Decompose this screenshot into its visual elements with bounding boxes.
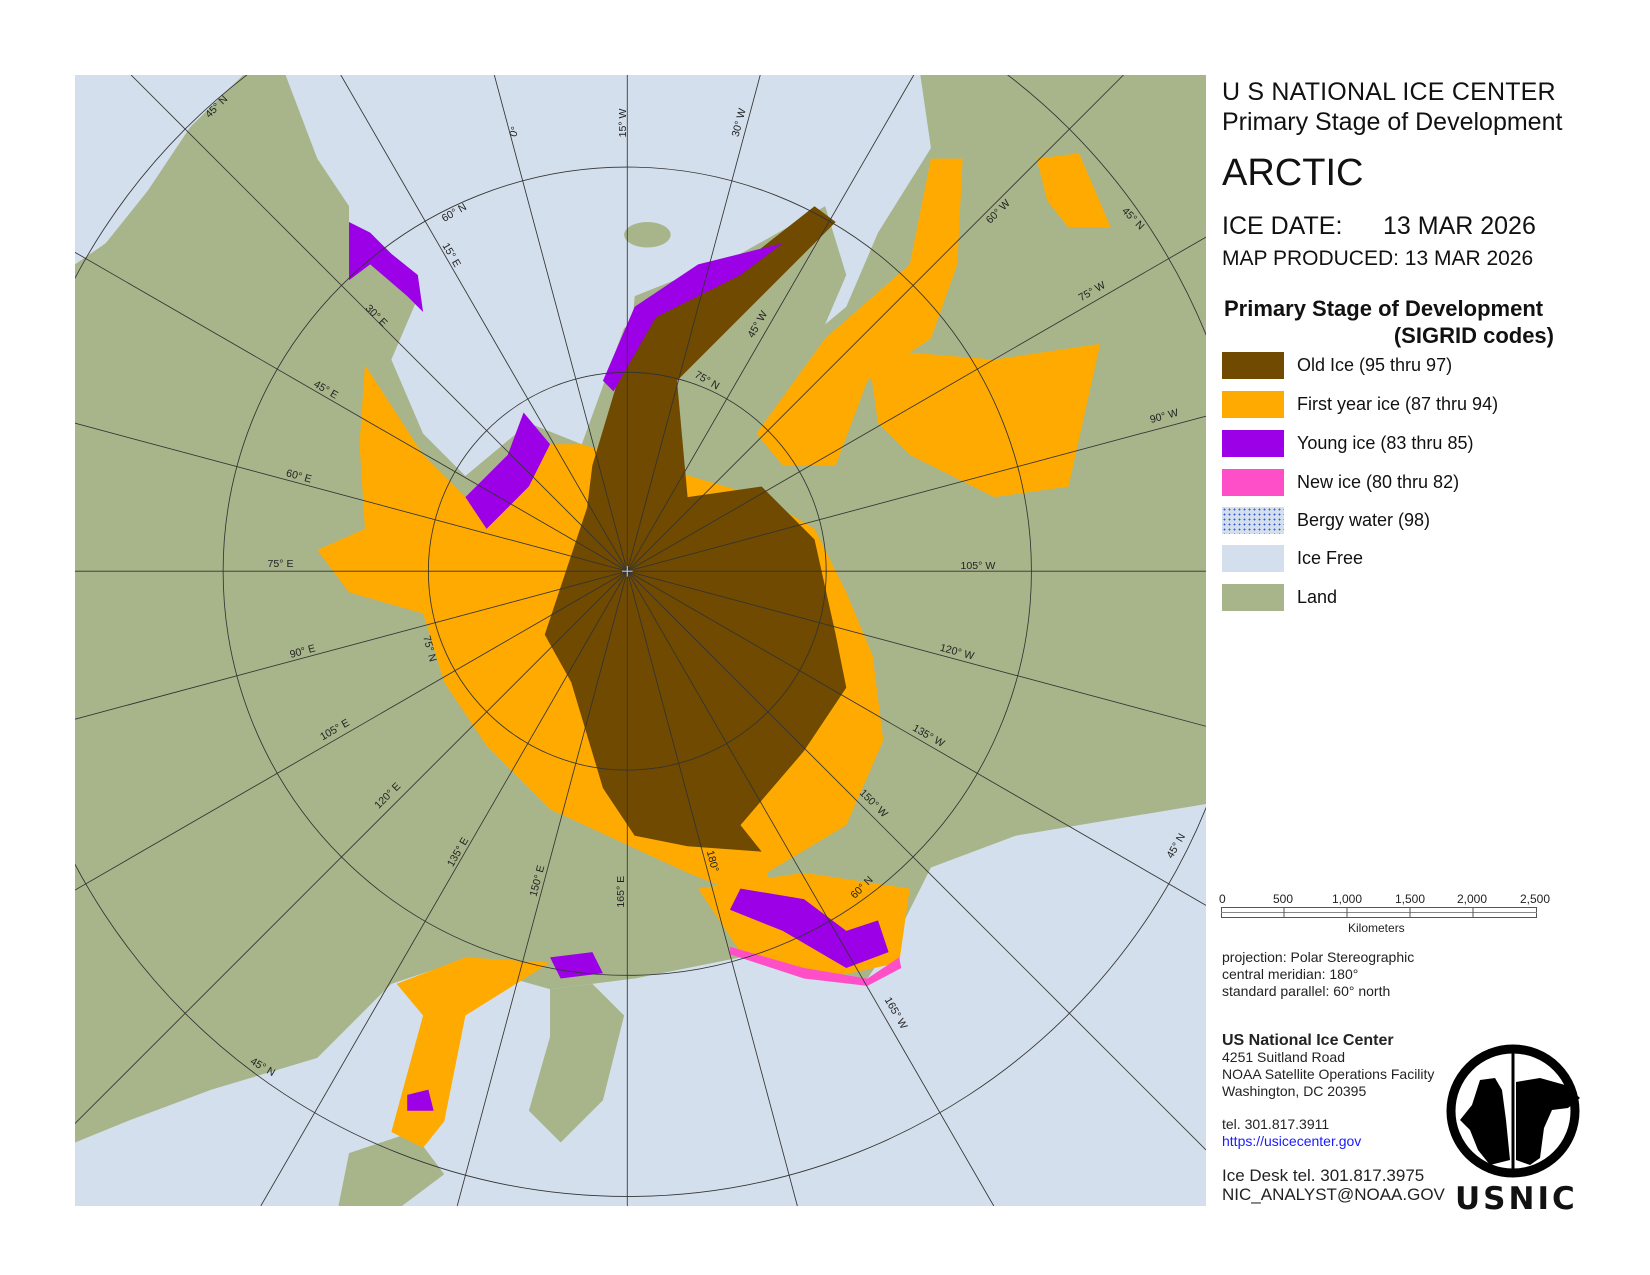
legend-label: Young ice (83 thru 85)	[1297, 433, 1474, 453]
legend-swatch-bergy-water	[1222, 507, 1284, 534]
graticule-label: 180°	[704, 849, 721, 873]
ice-desk-tel: Ice Desk tel. 301.817.3975	[1222, 1166, 1425, 1185]
ice-map: 45° N 0° 15° W 30° W 60° N 15° E 30° E 4…	[75, 75, 1206, 1206]
legend-swatch-young-ice	[1222, 430, 1284, 457]
meridian-line	[75, 75, 1124, 1124]
legend-label: Old Ice (95 thru 97)	[1297, 355, 1453, 375]
meridian-line	[75, 236, 1206, 891]
contact-address: Washington, DC 20395	[1222, 1083, 1367, 1099]
first-year-ice-hudson	[867, 343, 1101, 498]
young-ice-bering	[729, 888, 889, 968]
scale-tick: 1,500	[1395, 892, 1426, 906]
topleft-water	[75, 75, 244, 265]
graticule-label: 165° E	[615, 876, 627, 908]
meridian-line	[260, 75, 915, 1206]
product-title: Primary Stage of Development	[1222, 108, 1563, 136]
legend-label: Ice Free	[1297, 548, 1364, 568]
legend-title: Primary Stage of Development	[1224, 296, 1544, 321]
legend-swatch-land	[1222, 584, 1284, 611]
legend-swatch-ice-free	[1222, 545, 1284, 572]
legend-label: First year ice (87 thru 94)	[1297, 394, 1499, 414]
graticule-label: 75° E	[268, 558, 294, 570]
legend-label: New ice (80 thru 82)	[1297, 472, 1460, 492]
graticule-label: 105° W	[961, 560, 996, 572]
org-title: U S NATIONAL ICE CENTER	[1222, 78, 1556, 106]
website-link[interactable]: https://usicecenter.gov	[1222, 1133, 1362, 1149]
projection-info: projection: Polar Stereographic central …	[1222, 949, 1414, 1000]
graticule-label: 0°	[507, 125, 521, 138]
scale-bar-graphic	[1221, 907, 1537, 918]
contact-address: NOAA Satellite Operations Facility	[1222, 1066, 1435, 1082]
meridian-line	[75, 415, 1206, 720]
legend-swatch-first-year-ice	[1222, 391, 1284, 418]
scale-tick: 0	[1219, 892, 1226, 906]
young-ice-baltic	[349, 222, 424, 312]
scale-unit: Kilometers	[1348, 921, 1405, 935]
legend-label: Bergy water (98)	[1297, 510, 1431, 530]
contact-email: NIC_ANALYST@NOAA.GOV	[1222, 1185, 1445, 1204]
legend-subtitle: (SIGRID codes)	[1393, 323, 1554, 348]
scale-tick: 500	[1273, 892, 1294, 906]
scale-tick: 1,000	[1332, 892, 1363, 906]
first-year-ice-labrador	[1036, 153, 1111, 228]
contact-name: US National Ice Center	[1222, 1032, 1394, 1049]
pacific-ocean	[75, 803, 1206, 1206]
legend-swatch-new-ice	[1222, 469, 1284, 496]
ice-date-label: ICE DATE:	[1222, 212, 1343, 240]
first-year-ice-baffin	[756, 158, 963, 466]
projection-line: projection: Polar Stereographic	[1222, 949, 1415, 965]
meridian-line	[130, 75, 1206, 1151]
meridian-line	[493, 75, 798, 1206]
contact-tel: tel. 301.817.3911	[1222, 1116, 1330, 1132]
atlantic-ocean	[285, 75, 931, 476]
meridian-line	[456, 75, 761, 1206]
usnic-logo-text: USNIC	[1455, 1181, 1578, 1217]
graticule	[75, 75, 1206, 1206]
meridian-line	[75, 251, 1206, 906]
contact-address: 4251 Suitland Road	[1222, 1049, 1345, 1065]
central-meridian-line: central meridian: 180°	[1222, 966, 1359, 982]
usnic-logo-icon	[1446, 1044, 1580, 1178]
old-ice	[544, 206, 847, 852]
north-pole-marker	[621, 565, 633, 577]
young-ice-barents	[465, 412, 551, 529]
contact-block: US National Ice Center 4251 Suitland Roa…	[1222, 1032, 1445, 1204]
young-ice-okhotsk	[407, 952, 603, 1111]
iceland	[624, 222, 671, 248]
legend-label: Land	[1297, 587, 1338, 607]
young-ice-greenland	[602, 243, 783, 392]
meridian-line	[75, 422, 1206, 727]
kamchatka-japan	[95, 983, 625, 1206]
map-produced: MAP PRODUCED: 13 MAR 2026	[1222, 247, 1534, 270]
legend-swatch-old-ice	[1222, 352, 1284, 379]
region-title: ARCTIC	[1222, 152, 1364, 194]
meridian-line	[340, 75, 995, 1206]
scale-tick: 2,000	[1457, 892, 1488, 906]
standard-parallel-line: standard parallel: 60° north	[1222, 983, 1391, 999]
graticule-label: 15° W	[617, 109, 629, 138]
ice-date-value: 13 MAR 2026	[1383, 212, 1536, 240]
new-ice-bering	[729, 946, 902, 986]
scale-tick: 2,500	[1520, 892, 1551, 906]
